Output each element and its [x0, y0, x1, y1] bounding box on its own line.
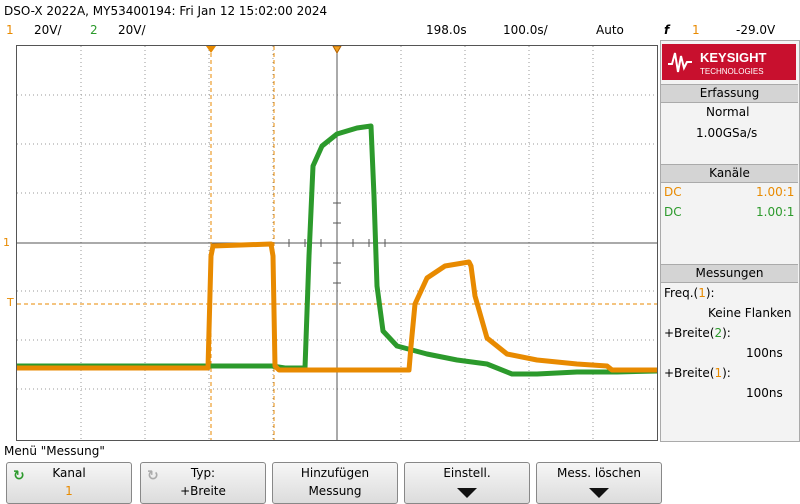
softkey-clear-measurement[interactable]: Mess. löschen	[536, 462, 662, 504]
ch1-number[interactable]: 1	[6, 23, 14, 37]
softkey-channel[interactable]: ↻ Kanal 1	[6, 462, 132, 504]
ch2-waveform	[17, 123, 657, 377]
trigger-level-marker: T	[7, 296, 14, 309]
trigger-position-marker	[332, 46, 342, 55]
ch1-waveform	[17, 241, 657, 373]
ch2-scale[interactable]: 20V/	[118, 23, 146, 37]
submenu-arrow-icon	[457, 488, 477, 498]
logo-brand: KEYSIGHT	[700, 50, 767, 65]
trigger-mode[interactable]: Auto	[596, 23, 624, 37]
measurement-3-value: 100ns	[746, 386, 783, 400]
ch1-probe: 1.00:1	[756, 185, 795, 199]
softkey-type[interactable]: ↻ Typ: +Breite	[140, 462, 266, 504]
ch1-coupling: DC	[664, 185, 682, 199]
ch2-probe: 1.00:1	[756, 205, 795, 219]
measurement-1-label: Freq.(1):	[664, 286, 715, 300]
rotate-knob-icon: ↻	[13, 468, 25, 484]
trigger-edge-icon: f	[664, 23, 670, 37]
keysight-logo: KEYSIGHT TECHNOLOGIES	[662, 44, 796, 80]
graticule-center-axes	[17, 46, 657, 440]
measurement-3-label: +Breite(1):	[664, 366, 731, 380]
acquisition-header: Erfassung	[661, 84, 798, 103]
channels-header: Kanäle	[661, 164, 798, 183]
trigger-level[interactable]: -29.0V	[736, 23, 776, 37]
center-axis-ticks	[288, 202, 386, 284]
acquisition-mode: Normal	[706, 105, 750, 119]
info-panel	[660, 40, 800, 442]
measurement-2-label: +Breite(2):	[664, 326, 731, 340]
waveform-display[interactable]: 1 T	[3, 45, 658, 441]
instrument-title: DSO-X 2022A, MY53400194: Fri Jan 12 15:0…	[4, 4, 328, 18]
channel-status-bar: 1 20V/ 2 20V/ 198.0s 100.0s/ Auto f 1 -2…	[0, 22, 800, 40]
ch2-number[interactable]: 2	[90, 23, 98, 37]
softkey-settings[interactable]: Einstell.	[404, 462, 530, 504]
menu-title: Menü "Messung"	[4, 444, 105, 458]
softkey-add-measurement[interactable]: Hinzufügen Messung	[272, 462, 398, 504]
trigger-channel[interactable]: 1	[692, 23, 700, 37]
measurement-2-value: 100ns	[746, 346, 783, 360]
time-scale[interactable]: 198.0s	[426, 23, 467, 37]
ch1-scale[interactable]: 20V/	[34, 23, 62, 37]
cursor-a-marker	[206, 46, 216, 53]
horizontal-delay[interactable]: 100.0s/	[503, 23, 548, 37]
measurements-header: Messungen	[661, 264, 798, 283]
submenu-arrow-icon	[589, 488, 609, 498]
logo-sub: TECHNOLOGIES	[700, 67, 764, 76]
title-bar: DSO-X 2022A, MY53400194: Fri Jan 12 15:0…	[0, 0, 800, 22]
ch2-coupling: DC	[664, 205, 682, 219]
sample-rate: 1.00GSa/s	[696, 126, 758, 140]
rotate-knob-icon: ↻	[147, 468, 159, 484]
waveform-svg	[17, 46, 657, 440]
measurement-1-value: Keine Flanken	[708, 306, 792, 320]
ch1-ground-marker: 1	[3, 236, 10, 249]
